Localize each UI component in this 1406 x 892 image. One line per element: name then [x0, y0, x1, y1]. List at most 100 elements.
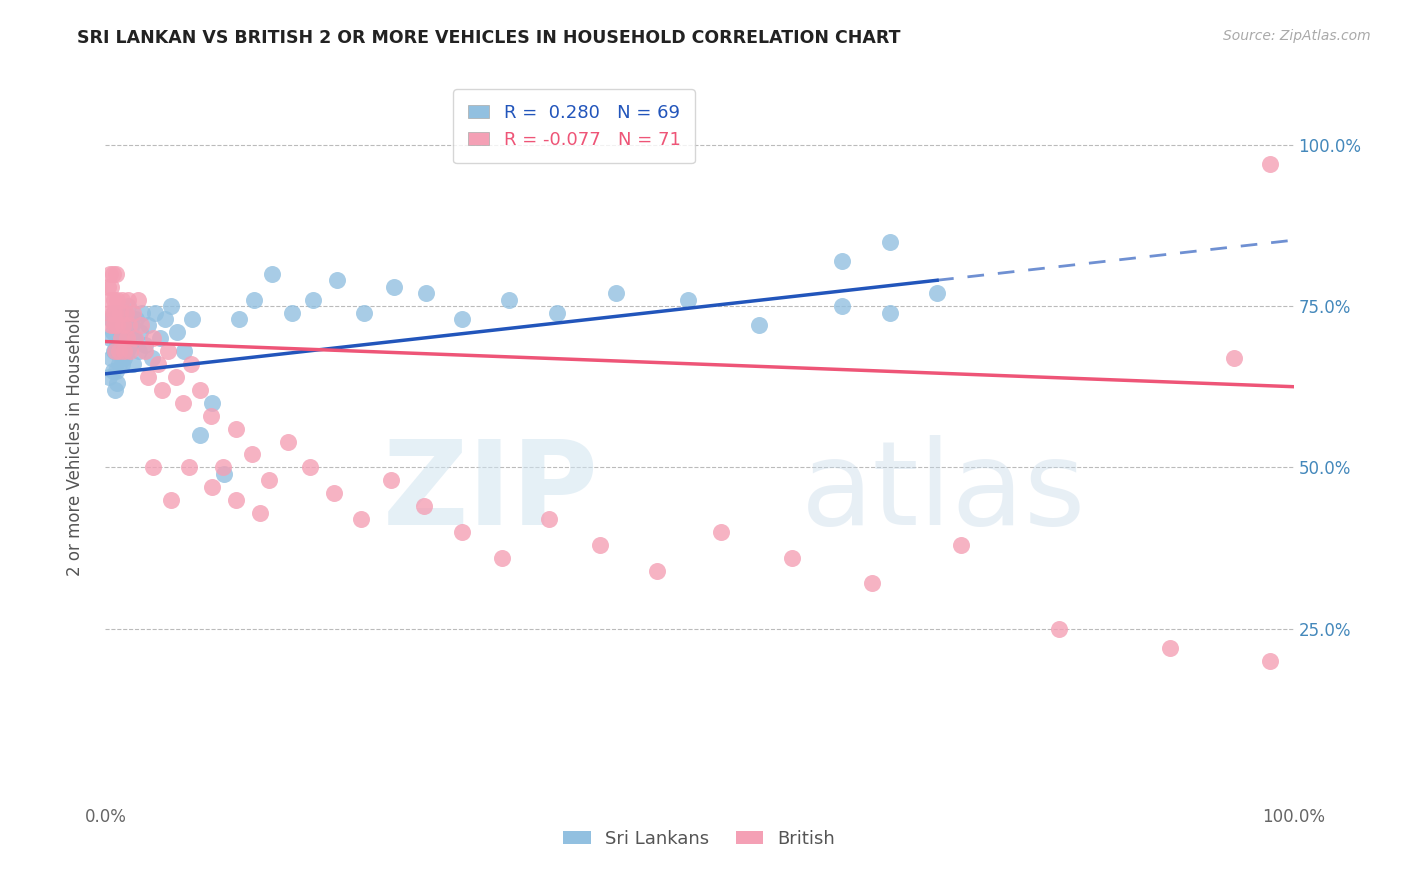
Point — [491, 550, 513, 565]
Point — [117, 293, 139, 307]
Point — [1258, 157, 1281, 171]
Point — [125, 312, 148, 326]
Point — [949, 538, 972, 552]
Point — [225, 492, 247, 507]
Point — [128, 344, 150, 359]
Point — [1258, 654, 1281, 668]
Point — [1223, 351, 1246, 365]
Point — [260, 267, 283, 281]
Point — [105, 376, 128, 391]
Point — [129, 318, 152, 333]
Point — [546, 305, 568, 319]
Point — [201, 480, 224, 494]
Point — [879, 305, 901, 319]
Point — [104, 344, 127, 359]
Point — [134, 344, 156, 359]
Point — [112, 318, 135, 333]
Point — [111, 312, 134, 326]
Point — [322, 486, 344, 500]
Point — [214, 467, 236, 481]
Point — [831, 254, 853, 268]
Point — [98, 370, 121, 384]
Point — [780, 550, 803, 565]
Point — [925, 286, 948, 301]
Point — [105, 267, 128, 281]
Point — [110, 331, 132, 345]
Point — [710, 524, 733, 539]
Point — [180, 357, 202, 371]
Point — [177, 460, 200, 475]
Point — [112, 331, 135, 345]
Legend: Sri Lankans, British: Sri Lankans, British — [557, 822, 842, 855]
Point — [159, 492, 181, 507]
Point — [181, 312, 204, 326]
Point — [117, 299, 139, 313]
Point — [676, 293, 699, 307]
Point — [98, 267, 121, 281]
Point — [111, 357, 134, 371]
Point — [143, 305, 166, 319]
Point — [243, 293, 266, 307]
Point — [108, 344, 131, 359]
Point — [166, 325, 188, 339]
Point — [103, 305, 125, 319]
Point — [1049, 622, 1071, 636]
Point — [107, 344, 129, 359]
Point — [605, 286, 627, 301]
Point — [121, 318, 143, 333]
Point — [101, 363, 124, 377]
Point — [281, 305, 304, 319]
Point — [1159, 640, 1181, 655]
Point — [249, 506, 271, 520]
Point — [121, 305, 143, 319]
Point — [124, 331, 146, 345]
Point — [103, 318, 125, 333]
Point — [277, 434, 299, 449]
Point — [129, 325, 152, 339]
Point — [98, 305, 121, 319]
Point — [101, 325, 124, 339]
Point — [120, 344, 142, 359]
Point — [104, 383, 127, 397]
Point — [118, 318, 141, 333]
Point — [748, 318, 770, 333]
Point — [114, 344, 136, 359]
Point — [114, 305, 136, 319]
Point — [146, 357, 169, 371]
Point — [104, 305, 127, 319]
Point — [412, 499, 434, 513]
Point — [190, 383, 212, 397]
Point — [100, 318, 122, 333]
Point — [831, 299, 853, 313]
Point — [97, 279, 120, 293]
Point — [98, 293, 121, 307]
Point — [100, 351, 122, 365]
Point — [114, 305, 136, 319]
Text: SRI LANKAN VS BRITISH 2 OR MORE VEHICLES IN HOUSEHOLD CORRELATION CHART: SRI LANKAN VS BRITISH 2 OR MORE VEHICLES… — [77, 29, 901, 46]
Point — [645, 564, 668, 578]
Point — [165, 370, 187, 384]
Point — [122, 331, 145, 345]
Point — [157, 344, 180, 359]
Point — [105, 318, 128, 333]
Point — [107, 357, 129, 371]
Point — [108, 305, 131, 319]
Point — [107, 318, 129, 333]
Text: ZIP: ZIP — [382, 434, 599, 549]
Point — [142, 460, 165, 475]
Point — [118, 312, 141, 326]
Point — [127, 293, 149, 307]
Point — [101, 267, 124, 281]
Point — [200, 409, 222, 423]
Point — [103, 293, 125, 307]
Point — [450, 312, 472, 326]
Point — [298, 460, 321, 475]
Point — [225, 422, 247, 436]
Point — [105, 293, 128, 307]
Point — [153, 312, 176, 326]
Point — [104, 344, 127, 359]
Point — [121, 357, 143, 371]
Point — [108, 305, 131, 319]
Y-axis label: 2 or more Vehicles in Household: 2 or more Vehicles in Household — [66, 308, 84, 575]
Point — [382, 279, 405, 293]
